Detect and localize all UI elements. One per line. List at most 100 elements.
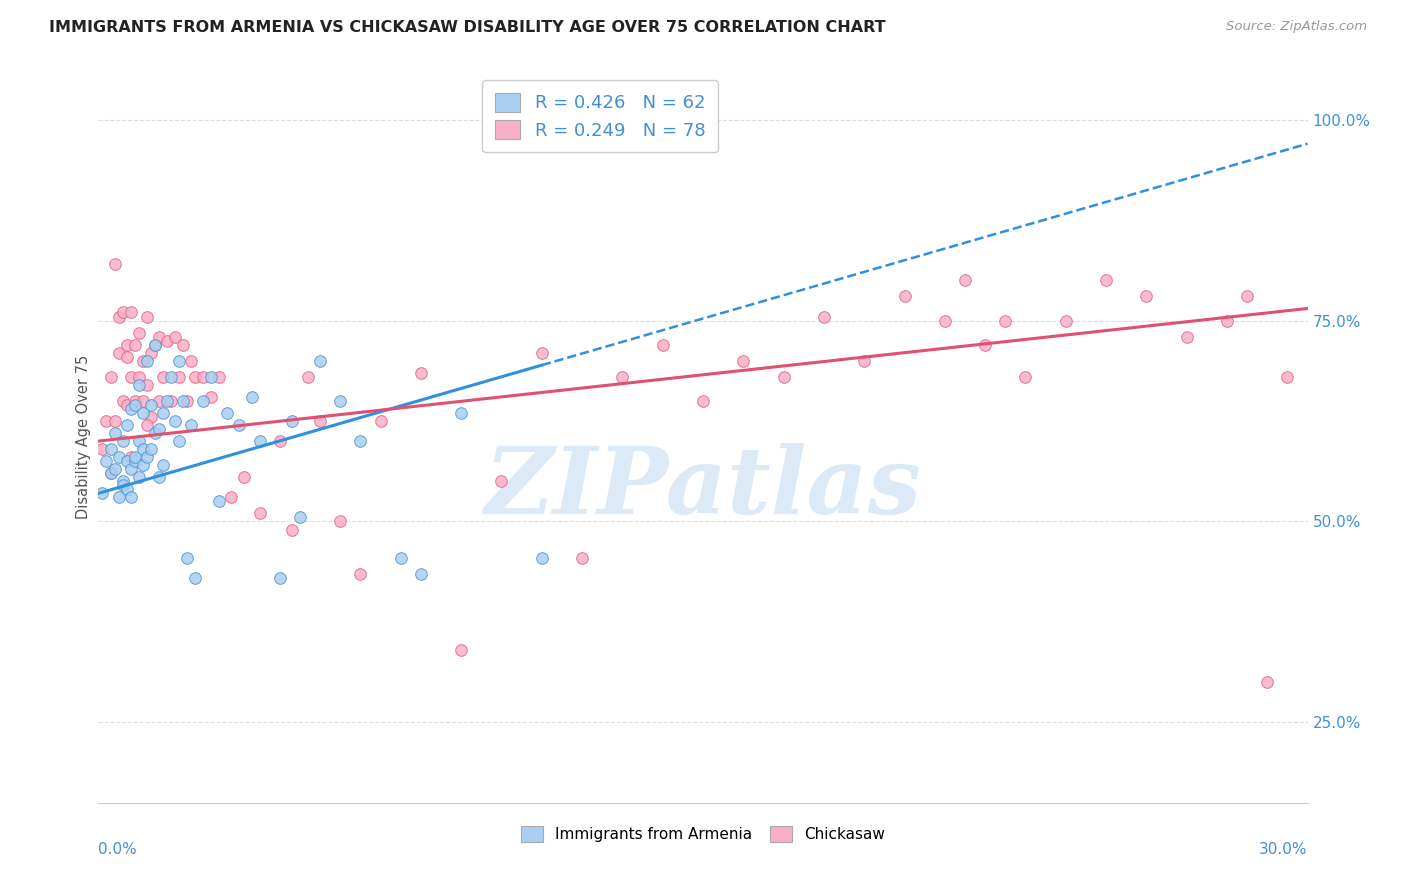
Point <box>135 417 157 432</box>
Point <box>128 470 150 484</box>
Point <box>813 310 835 324</box>
Point <box>135 310 157 324</box>
Point <box>193 393 215 408</box>
Point <box>167 434 190 449</box>
Text: 0.0%: 0.0% <box>98 842 138 856</box>
Point <box>96 414 118 428</box>
Point <box>115 350 138 364</box>
Point <box>240 390 263 404</box>
Point <box>120 305 142 319</box>
Point <box>115 454 138 468</box>
Point <box>91 442 114 457</box>
Point <box>120 462 142 476</box>
Point <box>132 353 155 368</box>
Point <box>1236 289 1258 303</box>
Point <box>107 450 129 465</box>
Point <box>853 353 876 368</box>
Point <box>103 257 125 271</box>
Point <box>120 450 142 465</box>
Point <box>228 417 250 432</box>
Point <box>160 393 183 408</box>
Point <box>120 491 142 505</box>
Point <box>530 550 553 565</box>
Point <box>772 369 794 384</box>
Point <box>111 475 134 489</box>
Point <box>217 406 239 420</box>
Point <box>409 366 432 380</box>
Point <box>309 414 332 428</box>
Point <box>1216 313 1239 327</box>
Point <box>124 398 146 412</box>
Point <box>269 571 291 585</box>
Point <box>132 458 155 473</box>
Point <box>389 550 412 565</box>
Point <box>135 353 157 368</box>
Point <box>100 467 122 481</box>
Text: 30.0%: 30.0% <box>1260 842 1308 856</box>
Point <box>281 414 304 428</box>
Point <box>111 478 134 492</box>
Point <box>132 393 155 408</box>
Point <box>128 326 150 340</box>
Point <box>249 434 271 449</box>
Point <box>163 329 186 343</box>
Point <box>128 377 150 392</box>
Point <box>1014 369 1036 384</box>
Point <box>135 450 157 465</box>
Legend: Immigrants from Armenia, Chickasaw: Immigrants from Armenia, Chickasaw <box>513 819 893 850</box>
Point <box>148 422 170 436</box>
Point <box>120 401 142 416</box>
Point <box>176 550 198 565</box>
Point <box>612 369 634 384</box>
Point <box>103 414 125 428</box>
Point <box>208 494 231 508</box>
Point <box>491 475 513 489</box>
Point <box>143 337 166 351</box>
Point <box>163 414 186 428</box>
Point <box>132 406 155 420</box>
Point <box>124 393 146 408</box>
Point <box>893 289 915 303</box>
Point <box>160 369 183 384</box>
Point <box>172 393 194 408</box>
Point <box>139 442 162 457</box>
Point <box>208 369 231 384</box>
Point <box>934 313 956 327</box>
Point <box>221 491 243 505</box>
Point <box>450 406 472 420</box>
Point <box>148 470 170 484</box>
Point <box>184 571 207 585</box>
Point <box>200 390 222 404</box>
Point <box>450 643 472 657</box>
Point <box>143 337 166 351</box>
Point <box>1175 329 1198 343</box>
Point <box>249 507 271 521</box>
Point <box>180 353 202 368</box>
Point <box>349 566 371 581</box>
Point <box>100 369 122 384</box>
Y-axis label: Disability Age Over 75: Disability Age Over 75 <box>76 355 91 519</box>
Point <box>107 491 129 505</box>
Point <box>571 550 593 565</box>
Text: ZIPatlas: ZIPatlas <box>485 443 921 533</box>
Point <box>1135 289 1157 303</box>
Point <box>297 369 319 384</box>
Point <box>232 470 254 484</box>
Point <box>103 462 125 476</box>
Point <box>148 393 170 408</box>
Point <box>143 425 166 440</box>
Point <box>692 393 714 408</box>
Point <box>370 414 392 428</box>
Point <box>349 434 371 449</box>
Point <box>733 353 755 368</box>
Point <box>100 467 122 481</box>
Point <box>139 398 162 412</box>
Point <box>111 434 134 449</box>
Point <box>184 369 207 384</box>
Point <box>139 345 162 359</box>
Point <box>148 329 170 343</box>
Point <box>180 417 202 432</box>
Point <box>152 406 174 420</box>
Point <box>974 337 997 351</box>
Point <box>193 369 215 384</box>
